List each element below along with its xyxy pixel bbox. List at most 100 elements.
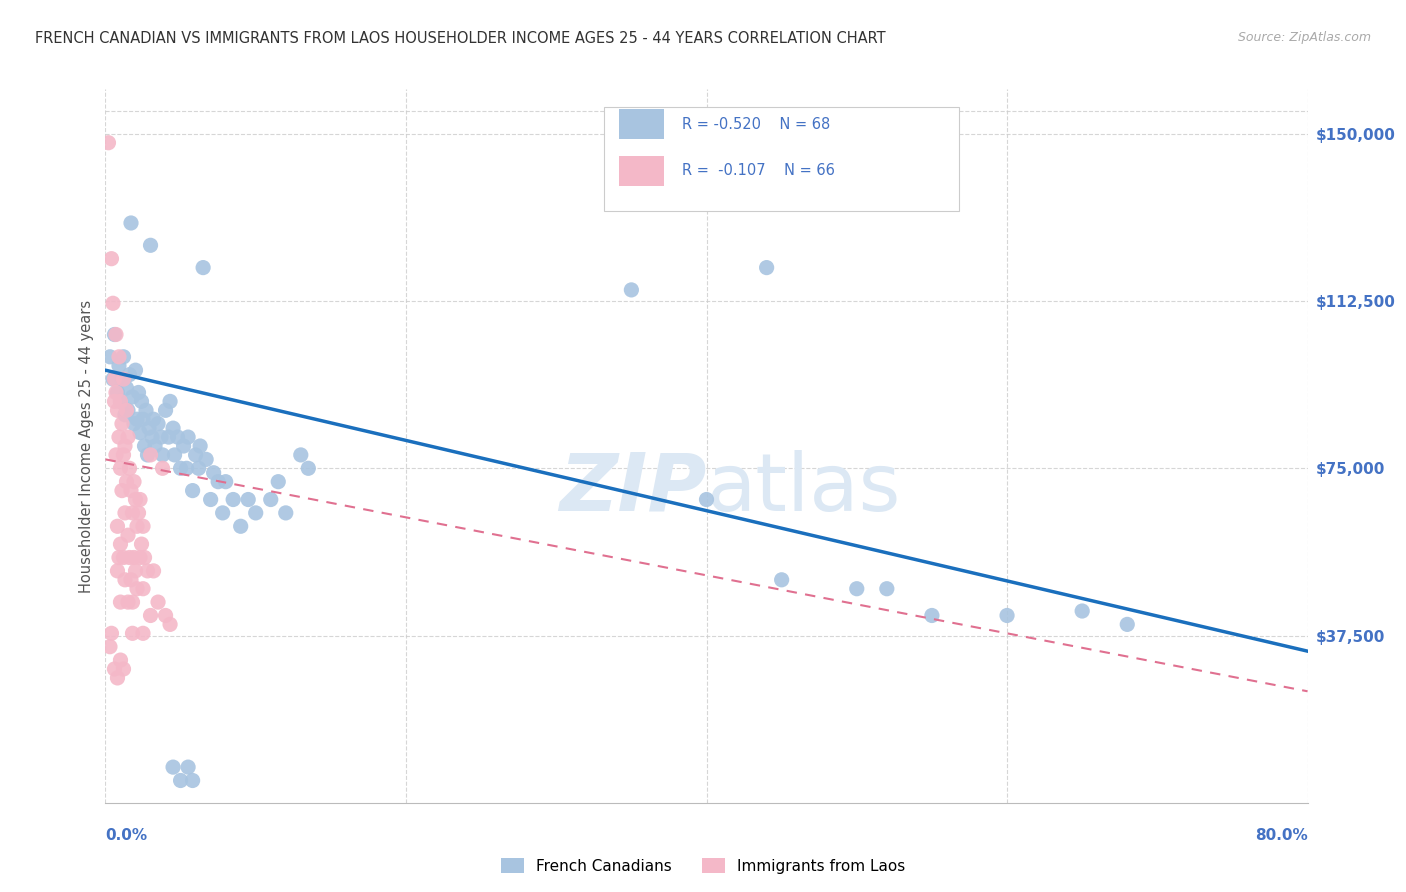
Point <box>103 394 125 409</box>
Point <box>129 492 152 507</box>
Bar <box>605 107 959 211</box>
Legend: French Canadians, Immigrants from Laos: French Canadians, Immigrants from Laos <box>495 852 911 880</box>
Point <box>150 430 173 444</box>
Point <box>103 372 125 386</box>
Point <box>134 439 156 453</box>
Point <box>142 412 165 426</box>
Point <box>297 461 319 475</box>
Point <box>110 394 132 409</box>
Point <box>191 260 214 275</box>
Point <box>117 595 139 609</box>
Point <box>755 260 778 275</box>
Point <box>104 448 127 462</box>
Point <box>195 452 218 467</box>
Point <box>107 671 129 685</box>
Point <box>120 483 142 498</box>
Point <box>110 653 132 667</box>
Point <box>120 216 142 230</box>
Point <box>169 461 191 475</box>
Point <box>114 573 136 587</box>
Point <box>876 582 898 596</box>
Point <box>120 573 142 587</box>
Point <box>184 448 207 462</box>
Point <box>108 430 131 444</box>
Point <box>108 350 131 364</box>
Point <box>187 461 209 475</box>
Point <box>122 475 145 489</box>
Point <box>188 439 211 453</box>
Point <box>274 506 297 520</box>
Point <box>139 448 162 462</box>
Point <box>128 506 150 520</box>
Point <box>122 550 145 565</box>
Point <box>114 439 136 453</box>
Point <box>117 403 139 417</box>
Point <box>260 492 283 507</box>
Point <box>162 421 184 435</box>
Point <box>139 238 162 252</box>
Point <box>124 564 146 578</box>
Point <box>146 417 169 431</box>
Point <box>101 296 124 310</box>
Point <box>134 550 156 565</box>
Point <box>121 390 143 404</box>
Point <box>114 408 136 422</box>
Point <box>995 608 1018 623</box>
Point <box>121 595 143 609</box>
Point <box>207 475 229 489</box>
Point <box>267 475 290 489</box>
Point <box>100 626 122 640</box>
Point <box>152 448 174 462</box>
Point <box>103 662 125 676</box>
Point <box>290 448 312 462</box>
Point <box>118 550 141 565</box>
Text: 0.0%: 0.0% <box>105 829 148 843</box>
Text: R = -0.520    N = 68: R = -0.520 N = 68 <box>682 117 831 132</box>
Point <box>112 448 135 462</box>
Point <box>1071 604 1094 618</box>
Point <box>110 537 132 551</box>
Point <box>111 483 134 498</box>
Point <box>146 595 169 609</box>
Point <box>104 327 127 342</box>
Point <box>229 519 252 533</box>
Point <box>845 582 868 596</box>
Point <box>132 519 155 533</box>
Point <box>107 564 129 578</box>
Point <box>117 430 139 444</box>
Text: ZIP: ZIP <box>560 450 707 528</box>
Point <box>155 403 177 417</box>
Point <box>135 403 157 417</box>
Point <box>222 492 245 507</box>
Point <box>108 359 131 373</box>
Point <box>136 448 159 462</box>
Point <box>132 626 155 640</box>
Point <box>121 506 143 520</box>
Point <box>181 483 204 498</box>
Point <box>131 394 153 409</box>
Point <box>136 564 159 578</box>
Point <box>112 372 135 386</box>
Point <box>200 492 222 507</box>
Point <box>112 350 135 364</box>
Point <box>214 475 236 489</box>
Point <box>118 368 141 382</box>
Point <box>111 372 134 386</box>
Point <box>121 626 143 640</box>
Point <box>107 403 129 417</box>
Point <box>131 537 153 551</box>
Point <box>173 439 195 453</box>
Point <box>152 461 174 475</box>
Point <box>138 421 160 435</box>
Point <box>103 327 125 342</box>
Point <box>115 475 138 489</box>
Point <box>1116 617 1139 632</box>
Point <box>101 372 124 386</box>
Point <box>125 412 148 426</box>
Bar <box>619 155 665 186</box>
Point <box>157 430 180 444</box>
Point <box>112 662 135 676</box>
Point <box>139 608 162 623</box>
Point <box>117 528 139 542</box>
Point <box>104 385 127 400</box>
